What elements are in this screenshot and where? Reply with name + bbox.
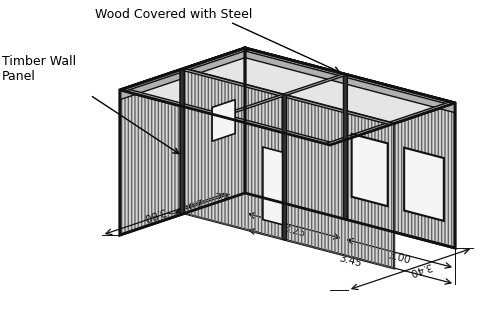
Polygon shape — [180, 68, 184, 215]
Polygon shape — [120, 88, 335, 145]
Polygon shape — [120, 48, 245, 235]
Polygon shape — [352, 134, 388, 206]
Polygon shape — [282, 94, 286, 240]
Text: Wood Covered with Steel: Wood Covered with Steel — [95, 8, 252, 21]
Polygon shape — [245, 48, 455, 113]
Polygon shape — [120, 48, 245, 100]
Polygon shape — [404, 148, 444, 221]
Polygon shape — [218, 74, 348, 117]
Polygon shape — [212, 100, 235, 141]
Polygon shape — [263, 147, 282, 225]
Text: 3.45: 3.45 — [338, 254, 362, 269]
Polygon shape — [325, 102, 455, 145]
Text: 3.80: 3.80 — [142, 206, 167, 222]
Text: Timber Wall
Panel: Timber Wall Panel — [2, 55, 76, 83]
Polygon shape — [245, 48, 455, 248]
Polygon shape — [180, 68, 184, 215]
Text: 2.90: 2.90 — [179, 195, 204, 212]
Polygon shape — [344, 74, 347, 220]
Text: 3.40: 3.40 — [408, 261, 433, 278]
Polygon shape — [120, 48, 455, 145]
Polygon shape — [180, 68, 394, 125]
Polygon shape — [240, 48, 455, 105]
Text: 3.25: 3.25 — [282, 223, 306, 239]
Polygon shape — [120, 48, 250, 91]
Text: 3.00: 3.00 — [387, 251, 411, 266]
Polygon shape — [184, 68, 394, 268]
